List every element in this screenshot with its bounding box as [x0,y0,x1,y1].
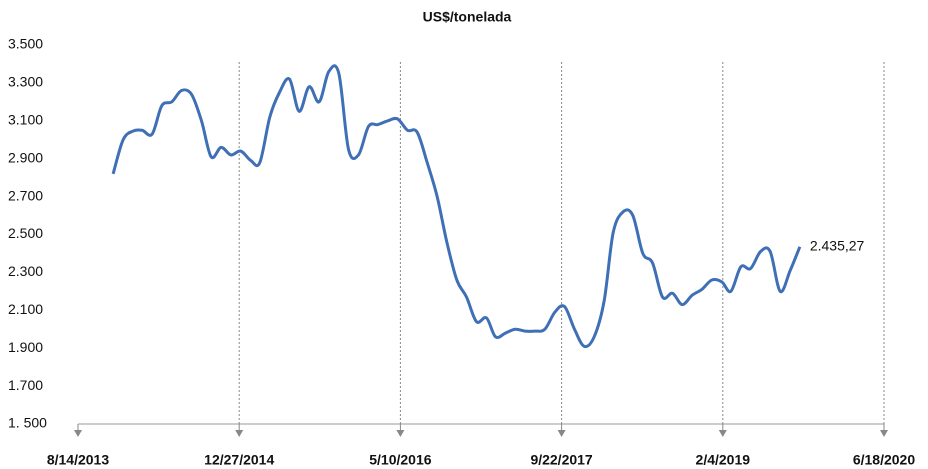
y-tick-label: 2.500 [8,225,43,241]
y-tick-label: 3.100 [8,112,43,128]
x-tick-mark [396,430,405,437]
y-tick-label: 1. 500 [8,415,47,431]
y-tick-label: 1.900 [8,339,43,355]
x-tick-label: 6/18/2020 [853,452,915,468]
x-tick-mark [880,430,888,437]
y-tick-label: 2.900 [8,149,43,165]
x-tick-label: 8/14/2013 [47,452,109,468]
chart-title: US$/tonelada [423,9,512,25]
x-tick-label: 9/22/2017 [530,452,592,468]
y-tick-label: 2.700 [8,187,43,203]
y-tick-label: 3.300 [8,74,43,90]
x-tick-mark [718,430,727,437]
x-tick-mark [557,430,566,437]
x-tick-label: 2/4/2019 [696,452,751,468]
y-tick-label: 2.100 [8,301,43,317]
x-tick-mark [235,430,244,437]
data-label: 2.435,27 [810,237,865,253]
x-tick-mark [74,430,82,437]
x-tick-label: 5/10/2016 [369,452,431,468]
y-tick-label: 3.500 [8,36,43,52]
line [111,64,802,349]
y-tick-label: 2.300 [8,263,43,279]
y-tick-label: 1.700 [8,377,43,393]
x-tick-label: 12/27/2014 [204,452,274,468]
